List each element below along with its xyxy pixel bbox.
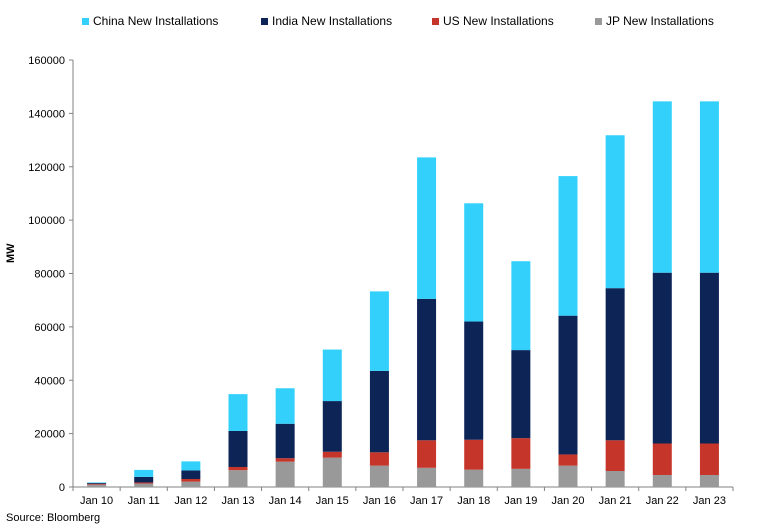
source-note: Source: Bloomberg xyxy=(6,512,100,524)
x-tick-label: Jan 17 xyxy=(410,495,443,507)
stacked-bar-chart: 0 20000 40000 60000 80000 100000 120000 140000 1… xyxy=(0,0,770,531)
bar-india-jan-19 xyxy=(511,350,530,438)
x-tick-label: Jan 16 xyxy=(363,495,396,507)
bar-india-jan-10 xyxy=(87,483,106,484)
bar-china-jan-18 xyxy=(464,203,483,321)
bar-jp-jan-11 xyxy=(134,484,153,487)
bar-china-jan-19 xyxy=(511,261,530,350)
x-tick-label: Jan 15 xyxy=(316,495,349,507)
bar-jp-jan-14 xyxy=(276,462,295,487)
bar-india-jan-22 xyxy=(653,273,672,444)
x-tick-label: Jan 21 xyxy=(599,495,632,507)
bar-china-jan-11 xyxy=(134,470,153,477)
bar-us-jan-20 xyxy=(559,454,578,465)
bar-china-jan-14 xyxy=(276,388,295,423)
bar-jp-jan-20 xyxy=(559,466,578,487)
y-tick-label: 60000 xyxy=(34,322,65,334)
bar-us-jan-11 xyxy=(134,482,153,483)
bar-china-jan-13 xyxy=(229,394,248,431)
x-tick-label: Jan 11 xyxy=(128,495,160,507)
bar-us-jan-19 xyxy=(511,438,530,469)
y-tick-label: 20000 xyxy=(34,429,65,441)
bar-india-jan-14 xyxy=(276,424,295,458)
y-tick-label: 0 xyxy=(59,482,65,494)
x-tick-label: Jan 12 xyxy=(174,495,207,507)
bar-us-jan-18 xyxy=(464,440,483,470)
bar-us-jan-17 xyxy=(417,440,436,467)
y-tick-label: 120000 xyxy=(28,162,65,174)
bar-us-jan-22 xyxy=(653,443,672,474)
bar-jp-jan-18 xyxy=(464,470,483,487)
bar-china-jan-17 xyxy=(417,157,436,298)
bar-india-jan-11 xyxy=(134,477,153,483)
y-tick-label: 140000 xyxy=(28,108,65,120)
bar-india-jan-18 xyxy=(464,322,483,440)
x-tick-label: Jan 20 xyxy=(551,495,584,507)
bar-india-jan-20 xyxy=(559,316,578,455)
bar-china-jan-23 xyxy=(700,101,719,272)
bar-jp-jan-21 xyxy=(606,471,625,487)
bar-india-jan-17 xyxy=(417,299,436,440)
bar-jp-jan-17 xyxy=(417,468,436,487)
x-tick-label: Jan 23 xyxy=(693,495,726,507)
bar-china-jan-10 xyxy=(87,482,106,483)
bar-india-jan-21 xyxy=(606,288,625,440)
bar-india-jan-16 xyxy=(370,371,389,452)
bar-china-jan-12 xyxy=(181,461,200,470)
bar-india-jan-13 xyxy=(229,431,248,467)
bar-us-jan-23 xyxy=(700,443,719,474)
bar-us-jan-13 xyxy=(229,467,248,470)
bar-india-jan-15 xyxy=(323,401,342,452)
bar-jp-jan-23 xyxy=(700,475,719,487)
bar-jp-jan-19 xyxy=(511,469,530,487)
y-tick-label: 100000 xyxy=(28,215,65,227)
bar-china-jan-22 xyxy=(653,101,672,272)
x-tick-label: Jan 19 xyxy=(504,495,537,507)
bar-us-jan-12 xyxy=(181,479,200,482)
bar-us-jan-15 xyxy=(323,452,342,458)
bar-us-jan-14 xyxy=(276,458,295,461)
bar-jp-jan-10 xyxy=(87,485,106,487)
bar-us-jan-10 xyxy=(87,484,106,485)
bar-us-jan-21 xyxy=(606,440,625,471)
bar-china-jan-20 xyxy=(559,176,578,316)
bar-india-jan-12 xyxy=(181,470,200,479)
bar-jp-jan-15 xyxy=(323,458,342,487)
y-tick-label: 80000 xyxy=(34,269,65,281)
bar-china-jan-21 xyxy=(606,135,625,288)
x-tick-label: Jan 22 xyxy=(646,495,679,507)
bar-china-jan-16 xyxy=(370,291,389,371)
y-axis-title: MW xyxy=(5,243,17,263)
bar-jp-jan-13 xyxy=(229,470,248,487)
y-tick-label: 40000 xyxy=(34,375,65,387)
bar-india-jan-23 xyxy=(700,273,719,444)
x-tick-label: Jan 13 xyxy=(221,495,254,507)
x-tick-label: Jan 18 xyxy=(457,495,490,507)
bar-china-jan-15 xyxy=(323,350,342,402)
bar-jp-jan-16 xyxy=(370,466,389,487)
bar-jp-jan-22 xyxy=(653,475,672,487)
bar-jp-jan-12 xyxy=(181,482,200,487)
bar-us-jan-16 xyxy=(370,452,389,465)
x-tick-label: Jan 10 xyxy=(80,495,113,507)
y-tick-label: 160000 xyxy=(28,55,65,67)
x-tick-label: Jan 14 xyxy=(269,495,302,507)
